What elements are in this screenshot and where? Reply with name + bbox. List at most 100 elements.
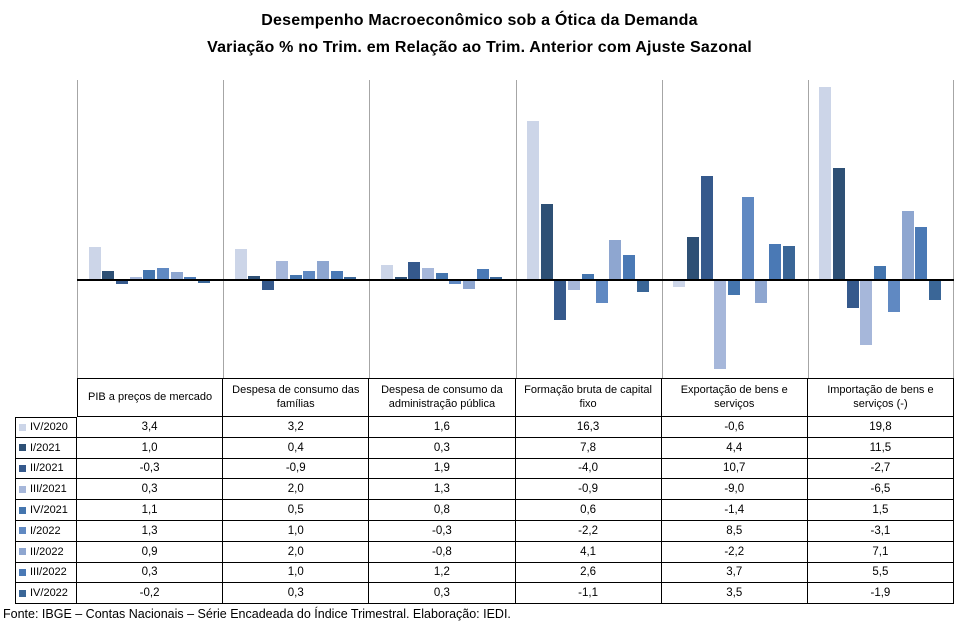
bar-IV-2021-cat4 <box>581 274 594 281</box>
bar-IV-2022-cat4 <box>636 281 649 292</box>
series-row-label: IV/2021 <box>15 500 77 521</box>
value-cell: 2,0 <box>223 541 370 563</box>
bar-I-2021-cat2 <box>248 276 261 281</box>
bar-III-2022-cat4 <box>622 254 635 281</box>
bar-III-2021-cat6 <box>860 281 873 345</box>
value-cell: 0,9 <box>77 541 224 563</box>
category-separator-line <box>369 80 370 378</box>
category-separator-line <box>77 80 78 378</box>
bar-III-2022-cat6 <box>915 226 928 281</box>
value-cell: 7,8 <box>515 437 662 459</box>
series-name: I/2021 <box>30 441 61 454</box>
value-cell: 0,3 <box>369 437 516 459</box>
bar-IV-2020-cat5 <box>673 281 686 288</box>
value-cell: -2,7 <box>807 458 954 480</box>
value-cell: 0,3 <box>369 583 516 605</box>
series-row-label: I/2022 <box>15 520 77 542</box>
value-cell: -6,5 <box>807 479 954 501</box>
series-row-label: IV/2022 <box>15 583 77 605</box>
category-separator-line <box>953 80 954 378</box>
value-cell: -4,0 <box>515 458 662 480</box>
value-cell: -0,3 <box>369 520 516 542</box>
bar-IV-2022-cat6 <box>928 281 941 300</box>
value-cell: 1,2 <box>369 562 516 584</box>
bar-II-2022-cat6 <box>901 210 914 281</box>
value-cell: 0,3 <box>77 479 224 501</box>
series-row-label: II/2021 <box>15 458 77 480</box>
legend-key-icon <box>19 423 26 431</box>
value-cell: 19,8 <box>807 417 954 438</box>
legend-key-icon <box>19 485 26 493</box>
value-cell: 1,0 <box>77 437 224 459</box>
value-cell: 3,4 <box>77 417 224 438</box>
legend-key-icon <box>19 464 26 472</box>
value-cell: -1,1 <box>515 583 662 605</box>
value-cell: 0,8 <box>369 500 516 521</box>
legend-key-icon <box>19 589 26 597</box>
series-name: I/2022 <box>30 524 61 537</box>
series-row-label: I/2021 <box>15 437 77 459</box>
column-header: Despesa de consumo da administração públ… <box>369 378 516 417</box>
bar-IV-2022-cat1 <box>198 281 211 284</box>
bar-II-2021-cat1 <box>115 281 128 285</box>
bar-IV-2021-cat2 <box>289 275 302 281</box>
bar-III-2022-cat5 <box>769 244 782 281</box>
bar-II-2021-cat2 <box>262 281 275 291</box>
bar-III-2021-cat3 <box>421 267 434 281</box>
bar-I-2021-cat1 <box>102 270 115 281</box>
value-cell: 4,4 <box>661 437 808 459</box>
column-header: PIB a preços de mercado <box>77 378 224 417</box>
value-cell: 1,0 <box>223 520 370 542</box>
category-separator-line <box>662 80 663 378</box>
value-cell: -3,1 <box>807 520 954 542</box>
bar-I-2021-cat5 <box>686 237 699 281</box>
legend-key-icon <box>19 527 26 535</box>
value-cell: -2,2 <box>661 541 808 563</box>
bar-II-2022-cat5 <box>755 281 768 303</box>
legend-key-icon <box>19 568 26 576</box>
value-cell: 5,5 <box>807 562 954 584</box>
series-name: III/2021 <box>30 483 67 496</box>
legend-key-icon <box>19 444 26 452</box>
value-cell: 1,5 <box>807 500 954 521</box>
zero-axis-line <box>77 279 954 282</box>
value-cell: 0,6 <box>515 500 662 521</box>
value-cell: 3,7 <box>661 562 808 584</box>
legend-key-icon <box>19 506 26 514</box>
bar-III-2021-cat1 <box>129 277 142 281</box>
bar-III-2021-cat4 <box>568 281 581 291</box>
chart-title-line-1: Desempenho Macroeconômico sob a Ótica da… <box>261 12 698 29</box>
value-cell: 1,3 <box>77 520 224 542</box>
value-cell: 11,5 <box>807 437 954 459</box>
bar-I-2022-cat3 <box>449 281 462 285</box>
series-name: II/2022 <box>30 545 64 558</box>
bar-III-2021-cat2 <box>275 260 288 281</box>
bar-I-2021-cat4 <box>540 204 553 281</box>
value-cell: -1,4 <box>661 500 808 521</box>
series-name: IV/2021 <box>30 504 68 517</box>
bar-IV-2021-cat5 <box>728 281 740 295</box>
bar-IV-2020-cat1 <box>88 247 101 281</box>
series-row-label: III/2022 <box>15 562 77 584</box>
series-name: III/2022 <box>30 566 67 579</box>
value-cell: -0,9 <box>515 479 662 501</box>
column-header: Despesa de consumo das famílias <box>223 378 370 417</box>
value-cell: 1,9 <box>369 458 516 480</box>
column-header: Exportação de bens e serviços <box>661 378 808 417</box>
bar-I-2022-cat6 <box>887 281 900 312</box>
bar-IV-2020-cat2 <box>234 249 247 281</box>
bar-I-2021-cat3 <box>394 277 407 281</box>
bar-I-2022-cat5 <box>741 197 754 281</box>
bar-IV-2020-cat4 <box>527 121 539 281</box>
bar-IV-2022-cat2 <box>344 277 357 281</box>
series-row-label: III/2021 <box>15 479 77 501</box>
bar-I-2022-cat2 <box>303 270 316 281</box>
bar-II-2022-cat1 <box>170 271 183 281</box>
bar-III-2021-cat5 <box>714 281 727 370</box>
bar-II-2022-cat3 <box>463 281 475 290</box>
bar-III-2022-cat1 <box>184 277 197 281</box>
bar-IV-2021-cat1 <box>143 269 156 281</box>
category-separator-line <box>808 80 809 378</box>
bar-IV-2021-cat3 <box>435 272 448 281</box>
